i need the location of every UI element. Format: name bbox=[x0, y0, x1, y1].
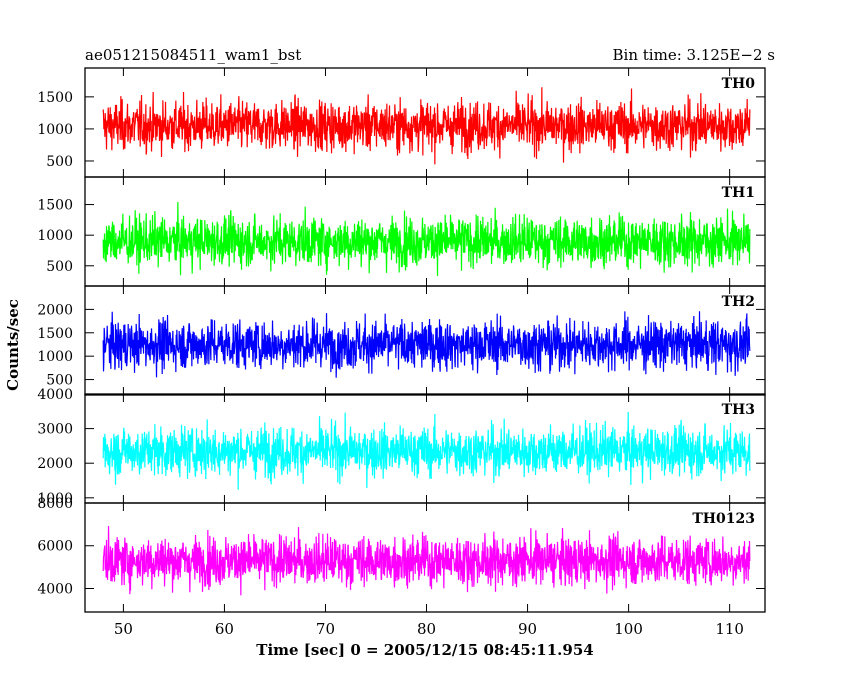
y-tick-label: 500 bbox=[46, 373, 73, 389]
series-th0123 bbox=[102, 526, 751, 596]
x-tick-label: 60 bbox=[215, 620, 234, 638]
panel-label: TH0123 bbox=[692, 511, 755, 527]
y-tick-label: 4000 bbox=[37, 387, 73, 403]
title-left: ae051215084511_wam1_bst bbox=[85, 46, 301, 64]
x-tick-label: 50 bbox=[114, 620, 133, 638]
panel-frame bbox=[84, 502, 766, 613]
y-tick-label: 1500 bbox=[37, 198, 73, 214]
panel-label: TH0 bbox=[722, 76, 756, 92]
y-tick-label: 1500 bbox=[37, 90, 73, 106]
y-tick-label: 1500 bbox=[37, 326, 73, 342]
title-right: Bin time: 3.125E−2 s bbox=[613, 46, 775, 64]
x-tick-label: 110 bbox=[715, 620, 744, 638]
x-tick-label: 90 bbox=[518, 620, 537, 638]
y-tick-label: 2000 bbox=[37, 456, 73, 472]
panel-th1: 500 1000 1500 TH1 bbox=[37, 176, 766, 287]
panel-th0: 500 1000 1500 TH0 bbox=[37, 67, 766, 178]
y-tick-label: 1000 bbox=[37, 349, 73, 365]
y-tick-label: 3000 bbox=[37, 422, 73, 438]
y-tick-label: 4000 bbox=[37, 581, 73, 597]
series-th3 bbox=[102, 411, 751, 490]
x-tick-label: 70 bbox=[316, 620, 335, 638]
y-tick-label: 500 bbox=[46, 154, 73, 170]
x-tick-label: 80 bbox=[417, 620, 436, 638]
y-tick-label: 1000 bbox=[37, 122, 73, 138]
x-axis-label: Time [sec] 0 = 2005/12/15 08:45:11.954 bbox=[256, 641, 593, 659]
panel-th0123: 4000 6000 8000 TH0123 bbox=[37, 496, 766, 613]
y-tick-label: 2000 bbox=[37, 302, 73, 318]
series-th0 bbox=[102, 87, 751, 165]
y-axis-label: Counts/sec bbox=[4, 299, 22, 391]
panel-th3: 1000 2000 3000 4000 TH3 bbox=[37, 387, 766, 507]
series-th2 bbox=[102, 311, 751, 378]
panel-label: TH1 bbox=[722, 185, 755, 201]
panel-th2: 500 1000 1500 2000 TH2 bbox=[37, 285, 766, 396]
x-axis: 50 60 70 80 90 100 110 bbox=[114, 620, 744, 638]
y-tick-label: 1000 bbox=[37, 491, 73, 507]
panel-label: TH2 bbox=[722, 294, 755, 310]
panel-label: TH3 bbox=[722, 402, 755, 418]
series-th1 bbox=[102, 202, 751, 276]
panel-frame bbox=[84, 285, 766, 396]
y-tick-label: 1000 bbox=[37, 228, 73, 244]
panels-group: 500 1000 1500 TH0 500 1000 1500 TH1 500 1000 1500 2… bbox=[37, 67, 766, 613]
y-tick-label: 6000 bbox=[37, 539, 73, 555]
x-tick-label: 100 bbox=[614, 620, 643, 638]
y-tick-label: 500 bbox=[46, 259, 73, 275]
y-tick-label: 8000 bbox=[37, 496, 73, 512]
